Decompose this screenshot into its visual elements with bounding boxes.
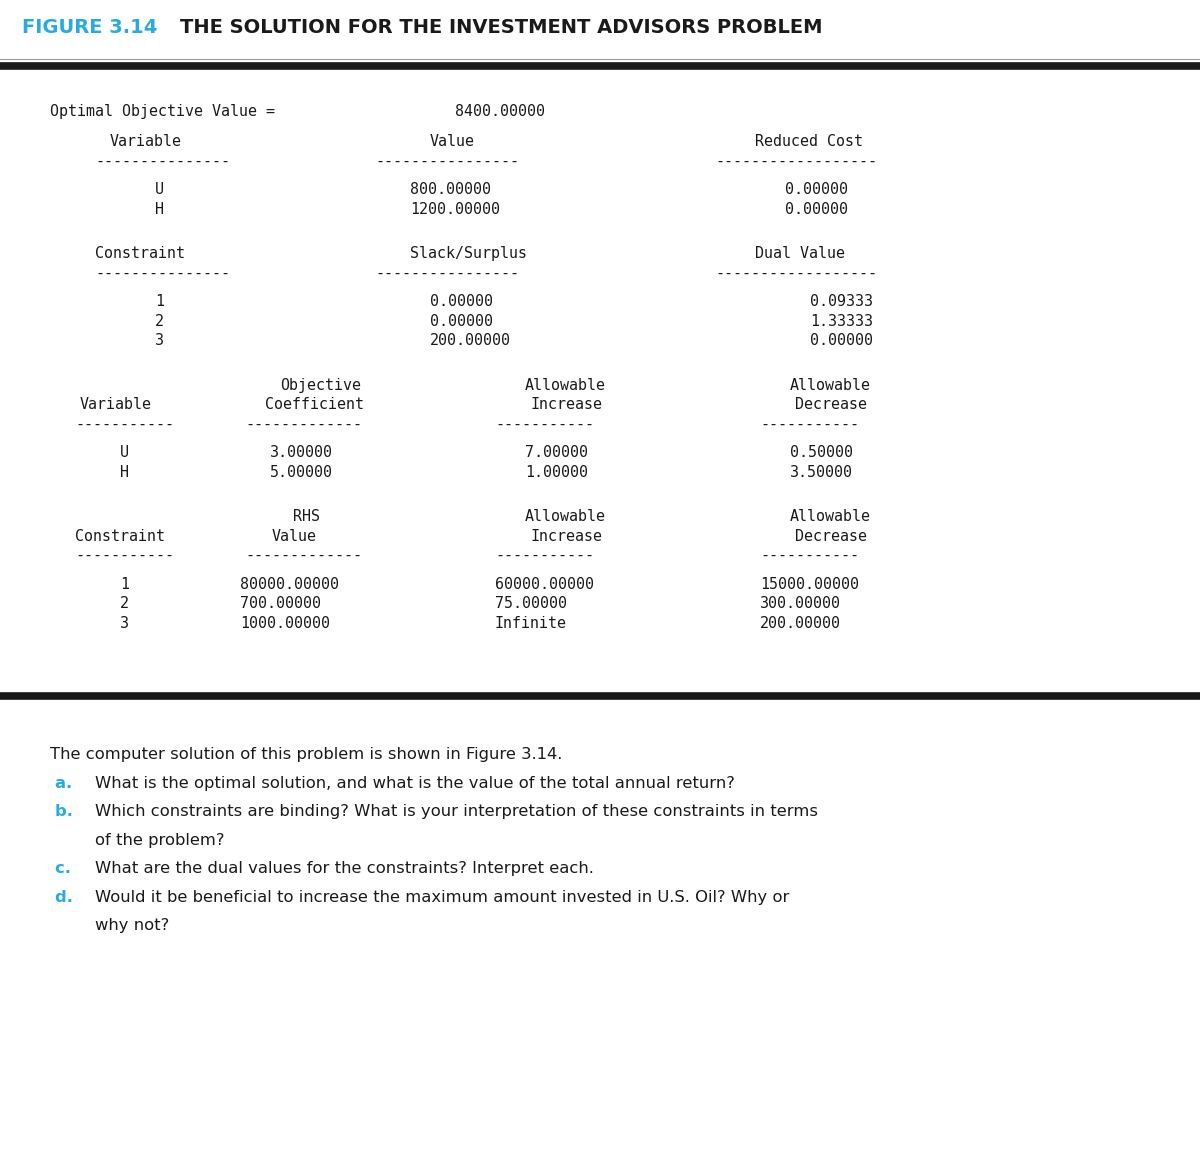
Text: 2: 2 (120, 596, 130, 611)
Text: 8400.00000: 8400.00000 (455, 104, 545, 119)
Text: 5.00000: 5.00000 (270, 464, 334, 480)
Text: 0.00000: 0.00000 (785, 183, 848, 197)
Text: The computer solution of this problem is shown in Figure 3.14.: The computer solution of this problem is… (50, 746, 563, 762)
Text: Slack/Surplus: Slack/Surplus (410, 246, 527, 261)
Text: Decrease: Decrease (796, 397, 866, 412)
Text: Reduced Cost: Reduced Cost (755, 135, 863, 149)
Text: d.: d. (55, 889, 79, 904)
Text: ----------------: ---------------- (374, 153, 520, 168)
Text: 200.00000: 200.00000 (760, 615, 841, 631)
Text: 1: 1 (155, 294, 164, 309)
Text: 60000.00000: 60000.00000 (496, 577, 594, 592)
Text: 800.00000: 800.00000 (410, 183, 491, 197)
Text: ---------------: --------------- (95, 153, 230, 168)
Text: 3: 3 (155, 333, 164, 347)
Text: Allowable: Allowable (526, 509, 606, 524)
Text: 3: 3 (120, 615, 130, 631)
Text: U: U (120, 445, 130, 460)
Text: 0.00000: 0.00000 (785, 201, 848, 216)
Text: Constraint: Constraint (95, 246, 185, 261)
Text: Increase: Increase (530, 529, 602, 544)
Text: U: U (155, 183, 164, 197)
Text: 1200.00000: 1200.00000 (410, 201, 500, 216)
Text: -----------: ----------- (496, 417, 594, 432)
Text: 0.09333: 0.09333 (810, 294, 874, 309)
Text: Infinite: Infinite (496, 615, 568, 631)
Text: Optimal Objective Value =: Optimal Objective Value = (50, 104, 275, 119)
Text: H: H (120, 464, 130, 480)
Text: Variable: Variable (80, 397, 152, 412)
Text: ---------------: --------------- (95, 266, 230, 281)
Text: a.: a. (55, 776, 78, 791)
Text: Coefficient: Coefficient (265, 397, 364, 412)
Text: 0.00000: 0.00000 (430, 314, 493, 329)
Text: Value: Value (430, 135, 475, 149)
Text: Allowable: Allowable (790, 378, 871, 392)
Text: 80000.00000: 80000.00000 (240, 577, 340, 592)
Text: Constraint: Constraint (74, 529, 166, 544)
Text: ------------------: ------------------ (715, 266, 877, 281)
Text: 3.50000: 3.50000 (790, 464, 853, 480)
Text: What is the optimal solution, and what is the value of the total annual return?: What is the optimal solution, and what i… (95, 776, 734, 791)
Text: Allowable: Allowable (790, 509, 871, 524)
Text: FIGURE 3.14: FIGURE 3.14 (22, 18, 157, 37)
Text: -------------: ------------- (245, 548, 362, 563)
Text: 75.00000: 75.00000 (496, 596, 568, 611)
Text: 200.00000: 200.00000 (430, 333, 511, 347)
Text: Which constraints are binding? What is your interpretation of these constraints : Which constraints are binding? What is y… (95, 804, 818, 819)
Text: What are the dual values for the constraints? Interpret each.: What are the dual values for the constra… (95, 861, 594, 876)
Text: Increase: Increase (530, 397, 602, 412)
Text: of the problem?: of the problem? (95, 833, 224, 847)
Text: 300.00000: 300.00000 (760, 596, 841, 611)
Text: Allowable: Allowable (526, 378, 606, 392)
Text: 1000.00000: 1000.00000 (240, 615, 330, 631)
Text: Value: Value (272, 529, 317, 544)
Text: why not?: why not? (95, 918, 169, 932)
Text: 1.00000: 1.00000 (526, 464, 588, 480)
Text: c.: c. (55, 861, 77, 876)
Text: H: H (155, 201, 164, 216)
Text: 7.00000: 7.00000 (526, 445, 588, 460)
Text: -----------: ----------- (760, 548, 859, 563)
Text: ------------------: ------------------ (715, 153, 877, 168)
Text: Variable: Variable (110, 135, 182, 149)
Text: RHS: RHS (293, 509, 320, 524)
Text: -----------: ----------- (496, 548, 594, 563)
Text: -----------: ----------- (760, 417, 859, 432)
Text: Objective: Objective (280, 378, 361, 392)
Text: 0.50000: 0.50000 (790, 445, 853, 460)
Text: THE SOLUTION FOR THE INVESTMENT ADVISORS PROBLEM: THE SOLUTION FOR THE INVESTMENT ADVISORS… (180, 18, 822, 37)
Text: 0.00000: 0.00000 (430, 294, 493, 309)
Text: 3.00000: 3.00000 (270, 445, 334, 460)
Text: b.: b. (55, 804, 79, 819)
Text: -----------: ----------- (74, 417, 174, 432)
Text: -------------: ------------- (245, 417, 362, 432)
Text: -----------: ----------- (74, 548, 174, 563)
Text: 700.00000: 700.00000 (240, 596, 322, 611)
Text: 1.33333: 1.33333 (810, 314, 874, 329)
Text: ----------------: ---------------- (374, 266, 520, 281)
Text: 0.00000: 0.00000 (810, 333, 874, 347)
Text: Dual Value: Dual Value (755, 246, 845, 261)
Text: 2: 2 (155, 314, 164, 329)
Text: 1: 1 (120, 577, 130, 592)
Text: Would it be beneficial to increase the maximum amount invested in U.S. Oil? Why : Would it be beneficial to increase the m… (95, 889, 790, 904)
Text: 15000.00000: 15000.00000 (760, 577, 859, 592)
Text: Decrease: Decrease (796, 529, 866, 544)
